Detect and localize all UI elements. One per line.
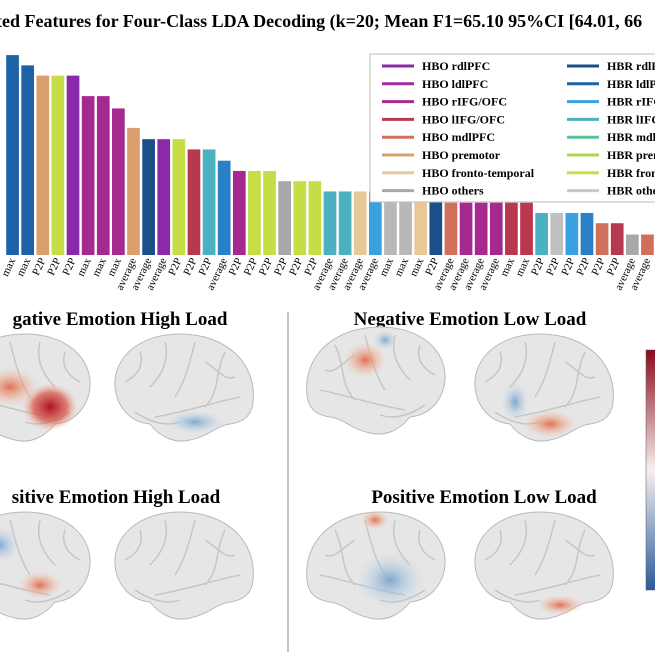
x-tick-label: P2P bbox=[227, 256, 245, 277]
x-tick-label: P2P bbox=[181, 256, 199, 277]
legend-label: HBO rIFG/OFC bbox=[422, 95, 507, 109]
bar bbox=[157, 139, 171, 255]
bar bbox=[248, 170, 261, 255]
bar bbox=[6, 55, 19, 255]
bar bbox=[21, 65, 35, 255]
x-tick-label: max bbox=[498, 256, 517, 279]
x-tick-label: P2P bbox=[589, 256, 607, 277]
legend-label: HBR rdlPF bbox=[607, 59, 655, 73]
bar bbox=[127, 127, 140, 255]
legend-label: HBO premotor bbox=[422, 148, 501, 162]
panel-title: Positive Emotion Low Load bbox=[371, 487, 597, 508]
x-tick-label: P2P bbox=[166, 256, 184, 277]
bar bbox=[489, 202, 503, 255]
bar bbox=[172, 139, 186, 255]
legend-label: HBR front bbox=[607, 166, 655, 180]
bar bbox=[474, 202, 488, 255]
bar bbox=[187, 149, 201, 255]
legend-label: HBR mdlPF bbox=[607, 130, 655, 144]
bar bbox=[444, 202, 458, 255]
bar bbox=[505, 202, 518, 255]
x-tick-label: max bbox=[408, 256, 427, 279]
panel-title: gative Emotion High Load bbox=[13, 309, 228, 330]
x-tick-label: P2P bbox=[257, 256, 275, 277]
bar bbox=[51, 75, 65, 255]
legend-label: HBO lIFG/OFC bbox=[422, 112, 505, 126]
bar bbox=[66, 75, 80, 255]
x-tick-label: P2P bbox=[544, 256, 562, 277]
legend-label: HBR ldlPF bbox=[607, 77, 655, 91]
bar bbox=[550, 212, 564, 255]
bar bbox=[202, 149, 216, 255]
bar bbox=[112, 108, 125, 255]
legend-label: HBO ldlPFC bbox=[422, 77, 488, 91]
x-tick-label: P2P bbox=[287, 256, 305, 277]
x-tick-label: max bbox=[90, 256, 109, 279]
panel-title: Negative Emotion Low Load bbox=[354, 309, 587, 330]
x-tick-label: max bbox=[377, 256, 396, 279]
x-tick-label: P2P bbox=[30, 256, 48, 277]
bar bbox=[217, 160, 231, 255]
bar bbox=[36, 75, 50, 255]
colorbar bbox=[645, 349, 655, 591]
bar bbox=[308, 181, 322, 255]
bar bbox=[459, 202, 473, 255]
x-tick-label: max bbox=[0, 256, 18, 279]
legend-label: HBO fronto-temporal bbox=[422, 166, 535, 180]
x-tick-label: P2P bbox=[559, 256, 577, 277]
legend-box bbox=[369, 53, 655, 203]
legend: HBO rdlPFC HBO ldlPFC HBO rIFG/OFC HBO lIFG… bbox=[382, 59, 655, 198]
bar bbox=[293, 181, 307, 255]
bar bbox=[610, 223, 624, 255]
x-tick-label: P2P bbox=[272, 256, 290, 277]
brain-images bbox=[0, 326, 655, 620]
x-tick-label: P2P bbox=[529, 256, 547, 277]
bar bbox=[353, 191, 367, 255]
legend-label: HBO mdlPFC bbox=[422, 130, 495, 144]
x-tick-label: P2P bbox=[574, 256, 592, 277]
bar-chart: maxmaxP2PP2PP2Pmaxmaxmaxaverageaverageav… bbox=[0, 55, 654, 292]
legend-label: HBO rdlPFC bbox=[422, 59, 490, 73]
bar bbox=[384, 191, 397, 255]
x-tick-label: max bbox=[15, 256, 34, 279]
legend-label: HBR rIFG bbox=[607, 95, 655, 109]
bar bbox=[595, 223, 609, 255]
x-tick-label: max bbox=[392, 256, 411, 279]
legend-label: HBR prem bbox=[607, 148, 655, 162]
x-tick-label: max bbox=[75, 256, 94, 279]
x-tick-label: P2P bbox=[45, 256, 63, 277]
bar bbox=[520, 202, 533, 255]
bar bbox=[278, 181, 291, 255]
legend-label: HBR lIFG/ bbox=[607, 112, 655, 126]
bar bbox=[323, 191, 337, 255]
legend-label: HBR other bbox=[607, 184, 655, 198]
bar bbox=[625, 234, 639, 255]
bar bbox=[399, 191, 412, 255]
bar bbox=[414, 191, 428, 255]
bar bbox=[641, 234, 654, 255]
panel-title: sitive Emotion High Load bbox=[12, 487, 221, 508]
bar bbox=[81, 96, 95, 255]
bar bbox=[369, 191, 382, 255]
chart-title: ted Features for Four-Class LDA Decoding… bbox=[0, 11, 642, 32]
legend-label: HBO others bbox=[422, 184, 484, 198]
bar bbox=[232, 170, 246, 255]
x-tick-label: P2P bbox=[242, 256, 260, 277]
bar bbox=[580, 212, 594, 255]
bar bbox=[96, 96, 110, 255]
bar bbox=[263, 170, 276, 255]
bar bbox=[429, 191, 443, 255]
bar bbox=[565, 212, 579, 255]
bar bbox=[142, 139, 155, 255]
bar bbox=[338, 191, 352, 255]
x-tick-label: max bbox=[513, 256, 532, 279]
bar bbox=[535, 212, 548, 255]
